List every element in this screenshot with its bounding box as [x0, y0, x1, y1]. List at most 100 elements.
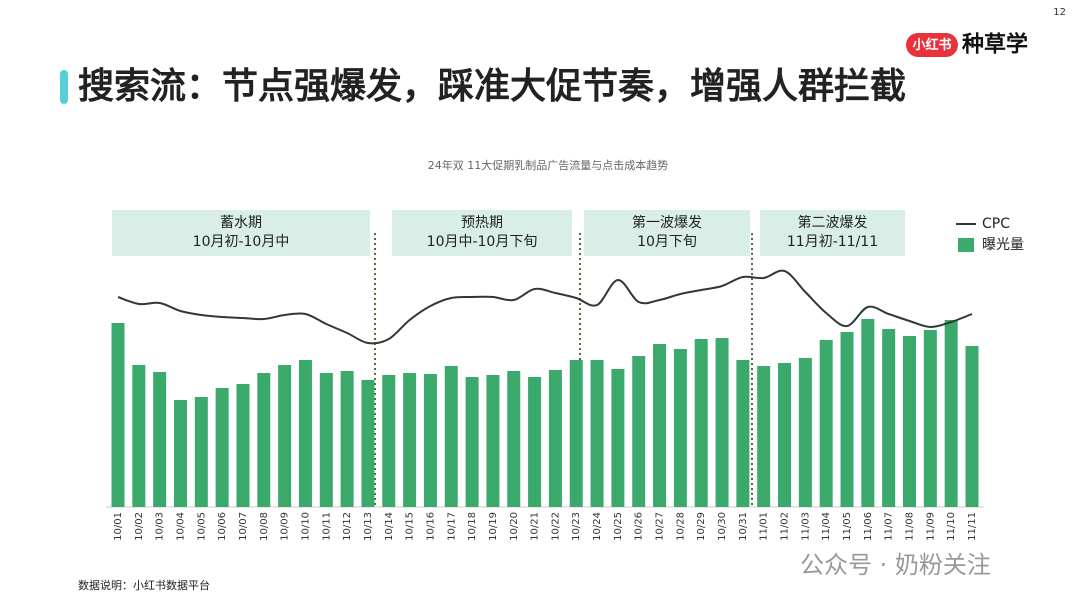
x-tick-label: 10/04 [175, 512, 186, 541]
x-tick-label: 10/26 [634, 512, 645, 541]
bar [173, 400, 187, 507]
watermark: 公众号 · 奶粉关注 [800, 551, 991, 579]
logo-badge [906, 33, 958, 57]
page-number: 12 [1053, 7, 1066, 18]
source: 数据说明：小红书数据平台 [78, 578, 210, 592]
bar [465, 377, 479, 507]
bar [257, 373, 271, 507]
bar [507, 371, 521, 507]
phase-box [584, 210, 750, 256]
x-tick-label: 10/22 [550, 512, 561, 541]
x-tick-label: 11/02 [780, 512, 791, 541]
bar [215, 388, 229, 507]
phase-box [392, 210, 572, 256]
bar [111, 323, 125, 507]
bar [319, 373, 333, 507]
bar [590, 360, 604, 507]
bar [715, 338, 729, 507]
bar [840, 332, 854, 507]
x-tick-label: 11/05 [842, 512, 853, 541]
x-tick-label: 10/24 [592, 512, 603, 541]
x-tick-label: 10/10 [300, 512, 311, 541]
x-tick-label: 10/11 [321, 512, 332, 541]
bar [403, 373, 417, 507]
bar [923, 330, 937, 507]
x-tick-label: 10/15 [405, 512, 416, 541]
slide-title: 搜索流：节点强爆发，踩准大促节奏，增强人群拦截 [78, 66, 906, 107]
x-tick-label: 10/25 [613, 512, 624, 541]
phase-label: 第二波爆发 [798, 214, 868, 231]
x-tick-label: 11/06 [863, 512, 874, 541]
x-tick-label: 10/02 [134, 512, 145, 541]
legend-label: 曝光量 [982, 237, 1024, 253]
bar [611, 369, 625, 507]
x-tick-label: 10/01 [113, 512, 124, 541]
logo-text: 种草学 [962, 32, 1028, 58]
logo-badge-text: 小红书 [912, 37, 951, 53]
bar [486, 375, 500, 507]
x-tick-label: 11/10 [946, 512, 957, 541]
bar [153, 372, 167, 507]
bar [819, 340, 833, 507]
chart-title: 24年双 11大促期乳制品广告流量与点击成本趋势 [428, 158, 669, 172]
x-tick-label: 10/20 [509, 512, 520, 541]
x-tick-label: 11/08 [905, 512, 916, 541]
bar [361, 380, 375, 507]
x-tick-label: 11/03 [800, 512, 811, 541]
bar [882, 329, 896, 507]
bar [736, 360, 750, 507]
bar [569, 360, 583, 507]
bar [694, 339, 708, 507]
bar [632, 356, 646, 507]
bar [528, 377, 542, 507]
x-tick-label: 11/01 [759, 512, 770, 541]
x-tick-label: 10/14 [384, 512, 395, 541]
x-tick-label: 10/16 [425, 512, 436, 541]
phase-label: 10月下旬 [637, 234, 697, 250]
bar [798, 358, 812, 507]
phase-label: 11月初-11/11 [787, 233, 878, 250]
x-tick-label: 10/12 [342, 512, 353, 541]
phase-label: 第一波爆发 [632, 214, 702, 231]
x-tick-label: 10/29 [696, 512, 707, 541]
phase-label: 10月初-10月中 [193, 233, 290, 250]
x-tick-label: 10/23 [571, 512, 582, 541]
x-tick-label: 10/17 [446, 512, 457, 541]
line [117, 269, 973, 345]
legend-swatch [958, 238, 974, 252]
bar [861, 319, 875, 507]
phase-box [760, 210, 905, 256]
bar [236, 384, 250, 507]
title-accent [60, 70, 68, 104]
bar [757, 366, 771, 507]
bar [673, 349, 687, 507]
x-tick-label: 10/31 [738, 512, 749, 541]
legend-label: CPC [982, 216, 1010, 232]
x-tick-label: 10/13 [363, 512, 374, 541]
phase-box [112, 210, 370, 256]
bar [423, 374, 437, 507]
x-tick-label: 10/03 [155, 512, 166, 541]
bar [132, 365, 146, 507]
x-tick-label: 10/09 [280, 512, 291, 541]
phase-label: 预热期 [461, 215, 503, 231]
x-tick-label: 10/05 [196, 512, 207, 541]
phase-label: 蓄水期 [220, 215, 262, 231]
bar [548, 370, 562, 507]
x-tick-label: 10/30 [717, 512, 728, 541]
bar [653, 344, 667, 507]
x-tick-label: 11/09 [925, 512, 936, 541]
x-tick-label: 10/07 [238, 512, 249, 541]
bar [382, 375, 396, 507]
bar [903, 336, 917, 507]
x-tick-label: 11/07 [884, 512, 895, 541]
bar [194, 397, 208, 507]
x-tick-label: 11/11 [967, 512, 978, 541]
x-tick-label: 10/19 [488, 512, 499, 541]
x-tick-label: 10/21 [530, 512, 541, 541]
x-tick-label: 10/18 [467, 512, 478, 541]
phase-label: 10月中-10月下旬 [427, 234, 538, 250]
bar [340, 371, 354, 507]
